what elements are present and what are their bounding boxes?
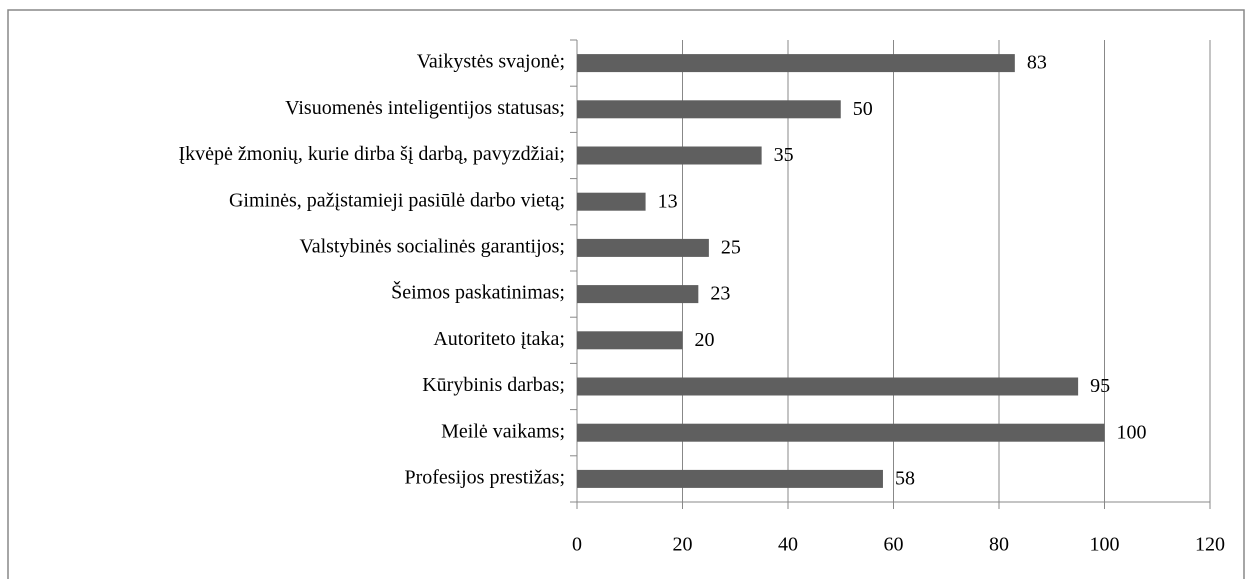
y-tick-label: Valstybinės socialinės garantijos; [299,235,565,257]
data-label: 13 [658,190,678,212]
data-label: 35 [774,144,794,166]
x-tick-label: 40 [778,534,798,556]
bar [577,423,1105,442]
x-tick-label: 80 [989,534,1009,556]
y-tick-label: Šeimos paskatinimas; [391,280,565,304]
data-label: 100 [1117,421,1147,443]
data-label: 95 [1090,375,1110,397]
bar [577,192,646,211]
bar [577,331,683,350]
bar [577,285,699,304]
x-tick-label: 0 [572,534,582,556]
bar [577,54,1015,73]
bar [577,238,709,257]
data-label: 83 [1027,52,1047,74]
bar [577,100,841,119]
y-tick-label: Autoriteto įtaka; [433,328,565,350]
y-tick-label: Meilė vaikams; [441,420,565,442]
data-label: 25 [721,236,741,258]
bar [577,146,762,165]
data-label: 23 [710,283,730,305]
y-tick-label: Įkvėpė žmonių, kurie dirba šį darbą, pav… [178,143,565,165]
y-tick-label: Giminės, pažįstamieji pasiūlė darbo viet… [229,189,565,211]
x-tick-label: 120 [1195,534,1225,556]
data-label: 50 [853,98,873,120]
y-tick-label: Visuomenės inteligentijos statusas; [285,97,565,119]
x-tick-label: 20 [673,534,693,556]
x-tick-label: 60 [884,534,904,556]
bar [577,377,1079,396]
y-tick-label: Kūrybinis darbas; [422,374,565,396]
bar [577,469,883,488]
y-tick-label: Profesijos prestižas; [404,466,565,488]
x-tick-label: 100 [1090,534,1120,556]
chart-frame [7,9,1245,584]
data-label: 58 [895,467,915,489]
data-label: 20 [695,329,715,351]
y-tick-label: Vaikystės svajonė; [417,51,565,73]
